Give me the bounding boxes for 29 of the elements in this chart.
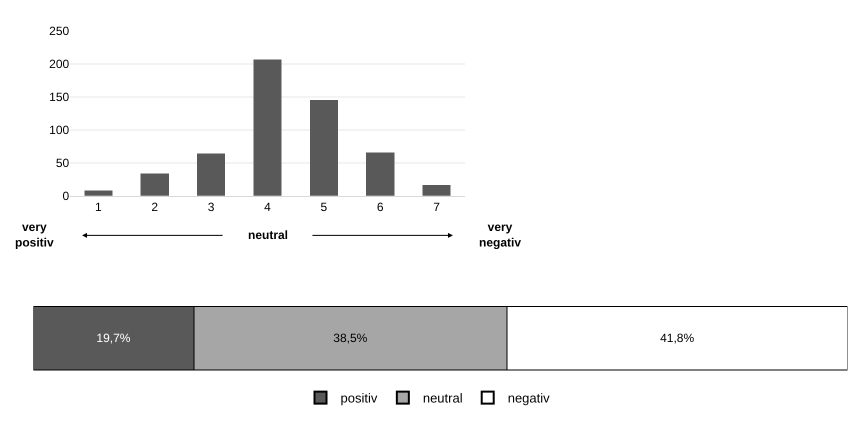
data-label: 41,8% bbox=[660, 331, 694, 346]
y-tick-label: 150 bbox=[49, 90, 70, 104]
legend-label: neutral bbox=[422, 390, 463, 406]
bar bbox=[140, 173, 169, 196]
text: very positiv bbox=[15, 220, 54, 250]
text: very negativ bbox=[479, 220, 522, 250]
bar bbox=[253, 59, 282, 196]
bar bbox=[197, 154, 226, 196]
x-tick-label: 6 bbox=[376, 200, 384, 214]
x-tick-label: 4 bbox=[264, 200, 272, 214]
y-tick-label: 50 bbox=[56, 156, 70, 170]
y-tick-label: 250 bbox=[49, 24, 70, 38]
legend-label: negativ bbox=[508, 390, 550, 406]
data-label: 38,5% bbox=[333, 331, 368, 346]
bar bbox=[366, 152, 394, 196]
bar bbox=[84, 190, 112, 196]
y-tick-label: 200 bbox=[49, 57, 70, 72]
x-tick-label: 1 bbox=[95, 200, 102, 214]
y-tick-label: 0 bbox=[62, 188, 70, 203]
x-tick-label: 2 bbox=[151, 200, 158, 214]
legend-label: positiv bbox=[340, 390, 378, 406]
data-label: 19,7% bbox=[96, 331, 131, 346]
bar bbox=[422, 185, 451, 196]
y-tick-label: 100 bbox=[49, 123, 70, 138]
x-tick-label: 3 bbox=[208, 200, 215, 214]
bar bbox=[310, 100, 338, 196]
x-tick-label: 5 bbox=[320, 200, 328, 214]
text: neutral bbox=[248, 228, 288, 242]
x-tick-label: 7 bbox=[433, 200, 440, 214]
